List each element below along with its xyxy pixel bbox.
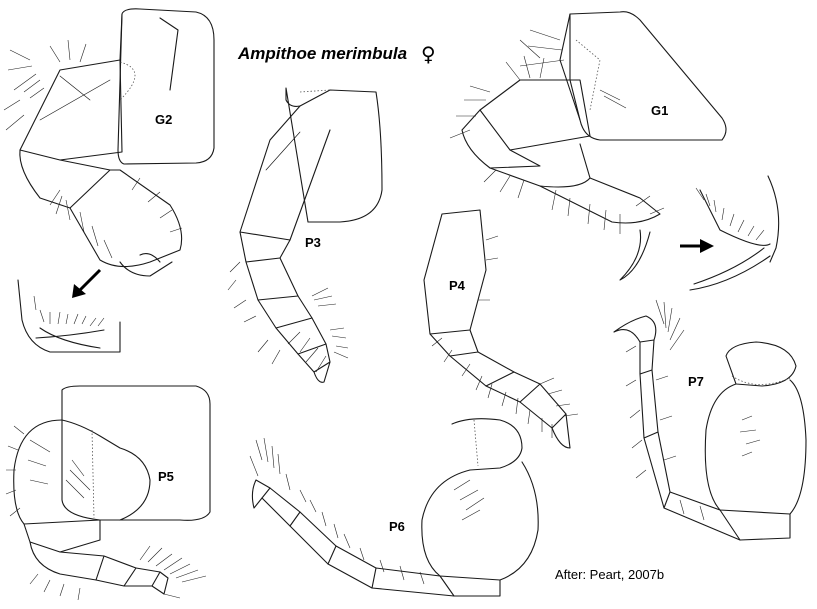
gnathopod-2-detail	[17, 279, 121, 353]
label-p6: P6	[389, 519, 405, 534]
pereopod-5-drawing	[5, 385, 211, 601]
label-g1: G1	[651, 103, 668, 118]
label-p7: P7	[688, 374, 704, 389]
pereopod-7-drawing	[613, 299, 807, 541]
label-g2: G2	[155, 112, 172, 127]
gnathopod-2-drawing	[3, 8, 215, 277]
arrow-g1-head	[700, 239, 714, 253]
label-p3: P3	[305, 235, 321, 250]
arrow-g2-head	[72, 284, 86, 298]
gnathopod-1-detail	[689, 175, 780, 291]
pereopod-6-drawing	[249, 418, 539, 597]
label-p4: P4	[449, 278, 466, 293]
label-p5: P5	[158, 469, 174, 484]
figure-title: Ampithoe merimbula	[237, 44, 407, 63]
pereopod-4-drawing	[423, 209, 579, 449]
gnathopod-1-drawing	[449, 11, 727, 281]
credit-text: After: Peart, 2007b	[555, 567, 664, 582]
arrow-g2-detail	[76, 268, 102, 294]
female-symbol: ♀	[421, 42, 436, 66]
pereopod-3-drawing	[227, 87, 383, 383]
